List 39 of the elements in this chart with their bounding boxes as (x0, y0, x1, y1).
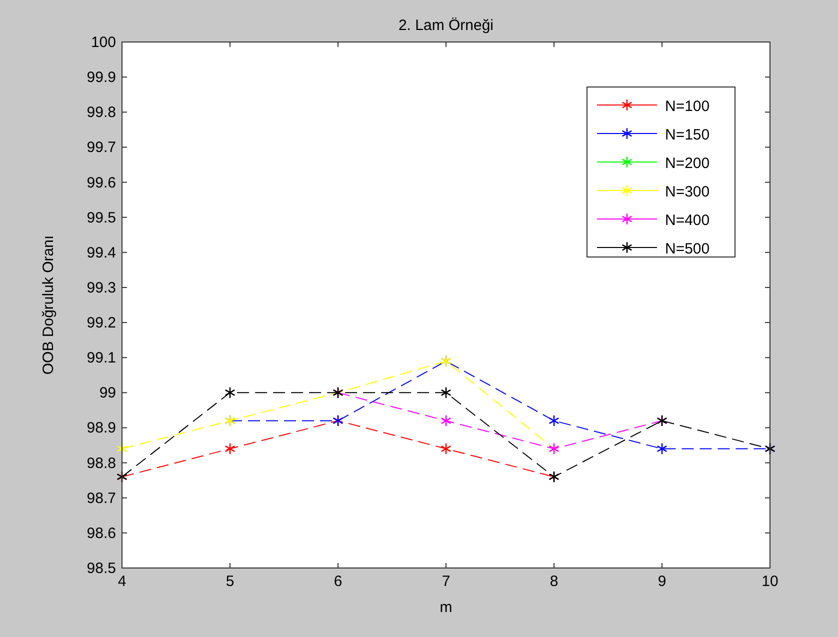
y-tick-label: 98.7 (86, 490, 116, 507)
legend-label: N=150 (665, 126, 710, 144)
y-tick-label: 99.5 (86, 209, 116, 226)
y-tick-label: 100 (90, 34, 116, 51)
y-tick-label: 98.9 (86, 420, 116, 437)
x-axis-title: m (440, 599, 452, 616)
y-tick-label: 99.1 (86, 350, 116, 367)
y-tick-label: 99.6 (86, 174, 116, 192)
y-axis-title: OOB Doğruluk Oranı (40, 235, 57, 375)
point (440, 442, 452, 455)
legend-label: N=400 (665, 212, 710, 229)
chart-title: 2. Lam Örneği (398, 17, 494, 34)
x-tick-label: 4 (118, 573, 126, 590)
point (440, 386, 452, 399)
x-tick-label: 7 (442, 573, 450, 590)
y-tick-label: 99.4 (86, 244, 116, 262)
legend-label: N=200 (665, 155, 710, 172)
y-tick-label: 99 (99, 384, 116, 402)
x-tick-label: 5 (226, 573, 234, 590)
legend-label: N=500 (665, 240, 710, 258)
point (224, 386, 236, 399)
y-tick-label: 99.9 (86, 69, 116, 86)
legend-label: N=300 (665, 184, 710, 200)
y-tick-label: 98.8 (86, 454, 116, 472)
y-tick-label: 99.8 (86, 104, 116, 122)
point (656, 442, 668, 455)
x-tick-label: 10 (762, 573, 778, 590)
point (440, 414, 452, 427)
legend-label: N=100 (665, 98, 710, 115)
y-tick-label: 99.7 (86, 139, 116, 156)
point (548, 414, 560, 427)
y-tick-label: 99.3 (86, 279, 116, 296)
x-tick-label: 8 (550, 573, 558, 590)
point (224, 442, 236, 455)
y-tick-label: 99.2 (86, 314, 116, 332)
x-tick-label: 6 (334, 573, 342, 590)
y-tick-label: 98.6 (86, 524, 116, 542)
y-tick-label: 98.5 (86, 560, 116, 577)
x-tick-label: 9 (658, 573, 666, 590)
